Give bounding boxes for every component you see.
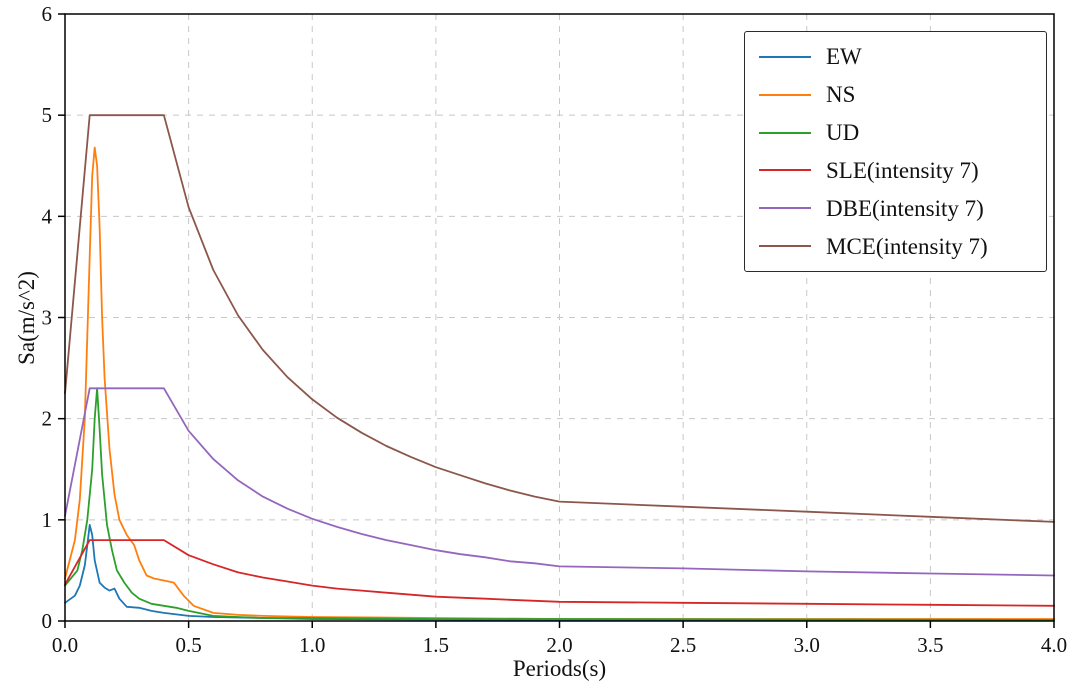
legend-line-swatch [759,131,811,134]
x-tick-label: 4.0 [1041,633,1067,657]
legend: EW NS UD SLE(intensity 7) DBE(intensity 7) MC… [744,31,1047,272]
legend-label: SLE(intensity 7) [826,157,979,183]
x-tick-label: 0.0 [52,633,78,657]
series-line-sle-intensity-7 [64,539,1055,607]
y-tick-label: 6 [42,2,53,26]
x-tick-label: 2.0 [546,633,572,657]
legend-entry-dbe-intensity-7: DBE(intensity 7) [759,197,1040,220]
x-axis-label: Periods(s) [512,656,607,681]
legend-label: EW [826,44,862,70]
y-axis-label: Sa(m/s^2) [14,271,39,365]
x-tick-label: 1.5 [423,633,449,657]
legend-entry-mce-intensity-7: MCE(intensity 7) [759,235,1040,258]
y-tick-label: 0 [42,609,53,633]
legend-line-swatch [759,207,811,210]
x-tick-label: 1.0 [299,633,325,657]
x-tick-label: 2.5 [670,633,696,657]
legend-entry-ns: NS [759,83,1040,106]
y-tick-label: 1 [42,508,53,532]
x-tick-label: 0.5 [176,633,202,657]
legend-label: NS [826,82,856,108]
legend-label: UD [826,120,860,146]
series-line-ud [64,387,1055,621]
legend-entry-ud: UD [759,121,1040,144]
legend-entry-ew: EW [759,45,1040,68]
x-tick-label: 3.5 [917,633,943,657]
y-tick-label: 3 [42,306,53,330]
legend-label: DBE(intensity 7) [826,195,984,221]
y-tick-label: 5 [42,103,53,127]
series-line-mce-intensity-7 [64,114,1055,523]
legend-line-swatch [759,169,811,172]
legend-label: MCE(intensity 7) [826,233,988,259]
series-line-dbe-intensity-7 [64,387,1055,577]
legend-line-swatch [759,245,811,248]
x-tick-label: 3.0 [794,633,820,657]
legend-entry-sle-intensity-7: SLE(intensity 7) [759,159,1040,182]
legend-line-swatch [759,55,811,58]
y-tick-label: 2 [42,407,53,431]
legend-line-swatch [759,93,811,96]
series-line-ns [64,146,1055,620]
y-tick-label: 4 [42,204,53,228]
